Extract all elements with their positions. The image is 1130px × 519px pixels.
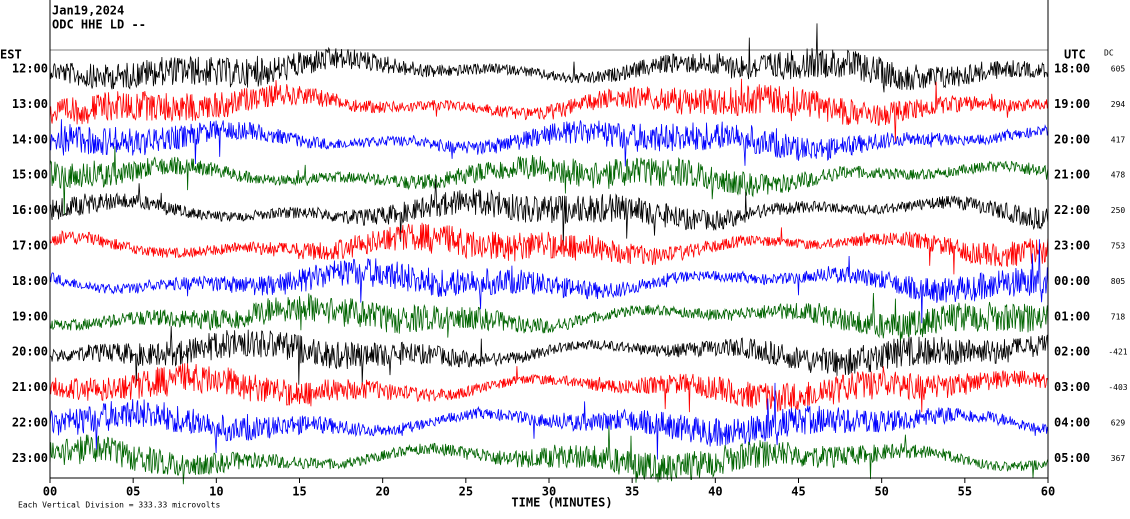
utc-label: 01:00 [1054,309,1090,323]
utc-label: 20:00 [1054,132,1090,146]
dc-value: 294 [1111,100,1126,109]
utc-label: 18:00 [1054,62,1090,76]
dc-label: DC [1104,49,1114,58]
trace [49,239,1049,324]
x-tick-label: 40 [708,485,722,499]
x-tick-label: 50 [874,485,888,499]
x-tick-label: 25 [459,485,473,499]
x-tick-label: 30 [542,485,556,499]
trace [49,222,1049,275]
x-axis-label: TIME (MINUTES) [511,496,612,510]
utc-label: 04:00 [1054,416,1090,430]
est-label: 17:00 [12,239,48,253]
trace [49,425,1049,485]
est-label: 15:00 [12,168,48,182]
trace [49,292,1049,344]
trace [49,78,1049,143]
x-tick-label: 55 [958,485,972,499]
utc-label: 05:00 [1054,451,1090,465]
dc-value: -403 [1108,383,1127,392]
trace [49,363,1049,413]
est-label: 18:00 [12,274,48,288]
x-tick-label: 10 [209,485,223,499]
est-label: 14:00 [12,132,48,146]
dc-value: 605 [1111,65,1126,74]
trace [49,179,1049,246]
utc-label: 19:00 [1054,97,1090,111]
est-label: 23:00 [12,451,48,465]
x-tick-label: 15 [292,485,306,499]
x-tick-label: 00 [43,485,57,499]
utc-label: 00:00 [1054,274,1090,288]
trace [49,23,1049,93]
trace [49,146,1049,216]
footnote: Each Vertical Division = 333.33 microvol… [18,501,220,510]
dc-value: 805 [1111,277,1126,286]
x-tick-label: 05 [126,485,140,499]
utc-label: 03:00 [1054,380,1090,394]
header-line: ODC HHE LD -- [52,18,146,32]
dc-value: 753 [1111,242,1126,251]
dc-value: 417 [1111,135,1126,144]
trace [49,382,1049,460]
dc-value: 367 [1111,454,1126,463]
dc-value: -421 [1108,348,1127,357]
est-label: 22:00 [12,416,48,430]
left-axis-label: EST [0,48,22,62]
x-tick-label: 35 [625,485,639,499]
utc-label: 23:00 [1054,239,1090,253]
trace [49,326,1049,386]
est-label: 13:00 [12,97,48,111]
est-label: 19:00 [12,309,48,323]
utc-label: 22:00 [1054,203,1090,217]
est-label: 12:00 [12,62,48,76]
x-tick-label: 60 [1041,485,1055,499]
right-axis-label: UTC [1064,48,1086,62]
header-line: Jan19,2024 [52,4,124,18]
traces [49,23,1049,485]
dc-value: 629 [1111,419,1126,428]
x-tick-label: 20 [375,485,389,499]
est-label: 21:00 [12,380,48,394]
x-tick-label: 45 [791,485,805,499]
est-label: 16:00 [12,203,48,217]
utc-label: 21:00 [1054,168,1090,182]
dc-value: 718 [1111,312,1126,321]
utc-label: 02:00 [1054,345,1090,359]
trace [49,119,1049,167]
dc-value: 478 [1111,171,1126,180]
dc-value: 250 [1111,206,1126,215]
est-label: 20:00 [12,345,48,359]
